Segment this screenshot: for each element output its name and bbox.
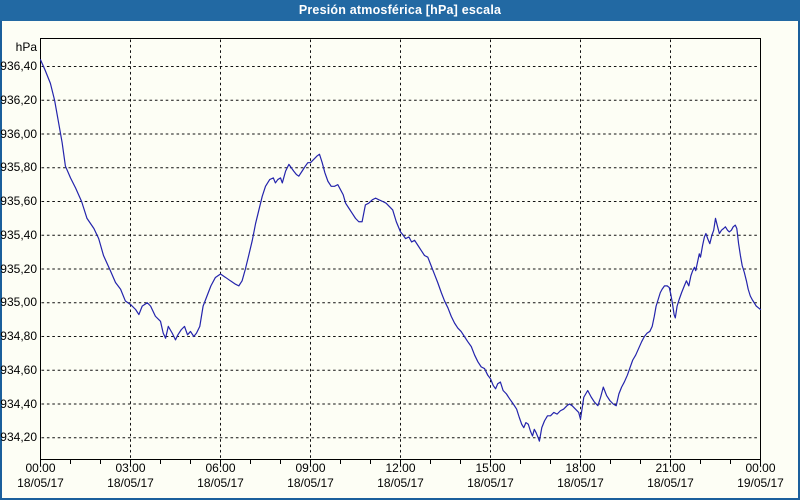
x-tick-date: 18/05/17 xyxy=(557,476,604,490)
chart-title: Presión atmosférica [hPa] escala xyxy=(298,3,502,17)
x-tick-time: 12:00 xyxy=(385,461,416,475)
x-tick-label: 00:00 19/05/17 xyxy=(727,461,795,491)
y-tick-label: 935,00 xyxy=(0,295,37,310)
x-tick-label: 15:00 18/05/17 xyxy=(457,461,525,491)
x-tick-date: 18/05/17 xyxy=(287,476,334,490)
x-tick-time: 00:00 xyxy=(25,461,56,475)
x-tick-label: 03:00 18/05/17 xyxy=(97,461,165,491)
x-tick-date: 18/05/17 xyxy=(647,476,694,490)
x-tick-time: 00:00 xyxy=(745,461,776,475)
x-tick-time: 06:00 xyxy=(205,461,236,475)
x-tick-date: 18/05/17 xyxy=(17,476,64,490)
x-tick-label: 06:00 18/05/17 xyxy=(187,461,255,491)
x-tick-time: 03:00 xyxy=(115,461,146,475)
y-tick-label: 936,00 xyxy=(0,126,37,141)
x-tick-time: 21:00 xyxy=(655,461,686,475)
x-tick-date: 18/05/17 xyxy=(107,476,154,490)
y-tick-label: 935,20 xyxy=(0,261,37,276)
x-tick-time: 18:00 xyxy=(565,461,596,475)
x-tick-date: 19/05/17 xyxy=(737,476,784,490)
y-tick-label: 934,60 xyxy=(0,362,37,377)
chart-title-bar: Presión atmosférica [hPa] escala xyxy=(0,0,800,21)
y-tick-label: 935,40 xyxy=(0,227,37,242)
x-tick-label: 12:00 18/05/17 xyxy=(367,461,435,491)
x-tick-label: 09:00 18/05/17 xyxy=(277,461,345,491)
y-axis-unit-label: hPa xyxy=(15,40,37,54)
y-tick-label: 934,80 xyxy=(0,329,37,343)
x-tick-date: 18/05/17 xyxy=(377,476,424,490)
x-tick-label: 00:00 18/05/17 xyxy=(7,461,75,491)
y-tick-label: 934,40 xyxy=(0,396,37,411)
pressure-series-line xyxy=(40,59,762,442)
x-tick-label: 18:00 18/05/17 xyxy=(547,461,615,491)
x-tick-date: 18/05/17 xyxy=(197,476,244,490)
y-tick-label: 935,60 xyxy=(0,194,37,208)
x-tick-date: 18/05/17 xyxy=(467,476,514,490)
x-tick-label: 21:00 18/05/17 xyxy=(637,461,705,491)
x-tick-time: 09:00 xyxy=(295,461,326,475)
x-tick-time: 15:00 xyxy=(475,461,506,475)
y-tick-label: 936,20 xyxy=(0,92,37,107)
y-tick-label: 934,20 xyxy=(0,430,37,445)
plot-frame xyxy=(40,38,761,460)
y-tick-label: 936,40 xyxy=(0,59,37,73)
pressure-line-chart xyxy=(40,38,762,466)
y-tick-label: 935,80 xyxy=(0,160,37,175)
